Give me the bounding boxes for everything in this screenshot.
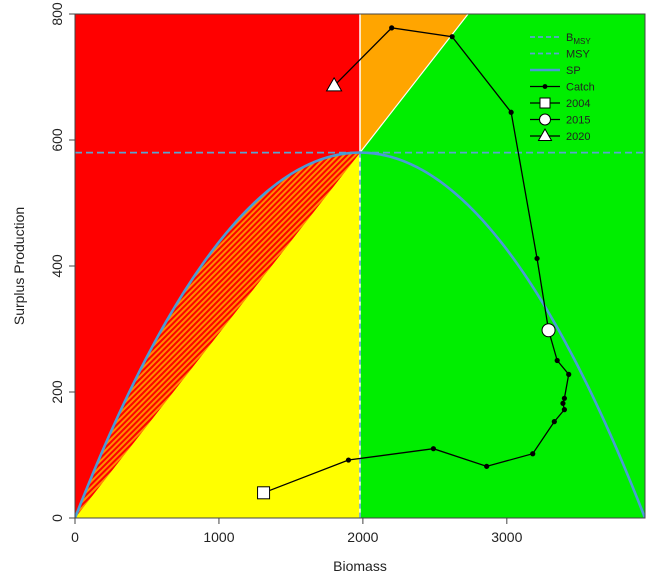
- y-tick-label: 800: [49, 2, 65, 26]
- legend-label: MSY: [566, 49, 591, 61]
- legend-label: SP: [566, 65, 581, 77]
- legend-label: 2015: [566, 115, 590, 127]
- y-axis-title: Surplus Production: [11, 207, 27, 325]
- catch-point: [566, 371, 572, 377]
- catch-point: [530, 451, 536, 457]
- catch-point: [534, 255, 540, 262]
- legend-item-2004: 2004: [530, 97, 590, 110]
- x-tick-label: 1000: [203, 529, 234, 545]
- marker-2015: [541, 323, 556, 338]
- legend-label: Catch: [566, 82, 595, 94]
- marker-2020: [325, 76, 343, 92]
- catch-point: [345, 457, 352, 463]
- region-green: [360, 14, 645, 518]
- legend-label: 2004: [566, 98, 590, 110]
- x-tick-label: 0: [71, 529, 79, 545]
- legend-label: 2020: [566, 131, 590, 143]
- y-tick-label: 0: [49, 514, 65, 522]
- legend-item-2020: 2020: [530, 127, 590, 143]
- legend-swatch-dot: [542, 84, 548, 89]
- catch-point: [561, 407, 567, 413]
- legend-swatch-square: [539, 97, 551, 109]
- kobe-regions: [75, 14, 645, 518]
- x-axis-title: Biomass: [333, 558, 387, 574]
- axes: 0 1000 2000 3000 0 200 400 600 800: [49, 2, 646, 545]
- catch-point: [484, 463, 490, 469]
- reference-curves: [75, 14, 645, 518]
- marker-2004: [257, 486, 271, 500]
- legend-item-msy: MSY: [530, 49, 591, 61]
- year-markers: [257, 76, 556, 500]
- region-yellow: [75, 152, 360, 518]
- region-hatched: [75, 152, 360, 518]
- catch-point: [430, 446, 437, 452]
- catch-point: [508, 109, 514, 115]
- catch-point: [561, 395, 567, 401]
- catch-point: [449, 34, 455, 40]
- surplus-production-curve: [75, 151, 645, 518]
- legend-swatch-circle: [539, 113, 551, 126]
- y-tick-label: 200: [49, 380, 65, 404]
- catch-point: [560, 400, 566, 406]
- catch-point: [554, 357, 560, 364]
- catch-point: [551, 419, 557, 425]
- catch-point: [389, 25, 395, 31]
- x-tick-label: 2000: [347, 529, 378, 545]
- x-tick-label: 3000: [491, 529, 522, 545]
- y-tick-label: 600: [49, 128, 65, 152]
- legend-swatch-triangle: [537, 127, 553, 141]
- legend-item-catch: Catch: [530, 82, 595, 94]
- legend-item-sp: SP: [530, 65, 581, 77]
- y-tick-label: 400: [49, 254, 65, 278]
- legend-item-2015: 2015: [530, 113, 590, 127]
